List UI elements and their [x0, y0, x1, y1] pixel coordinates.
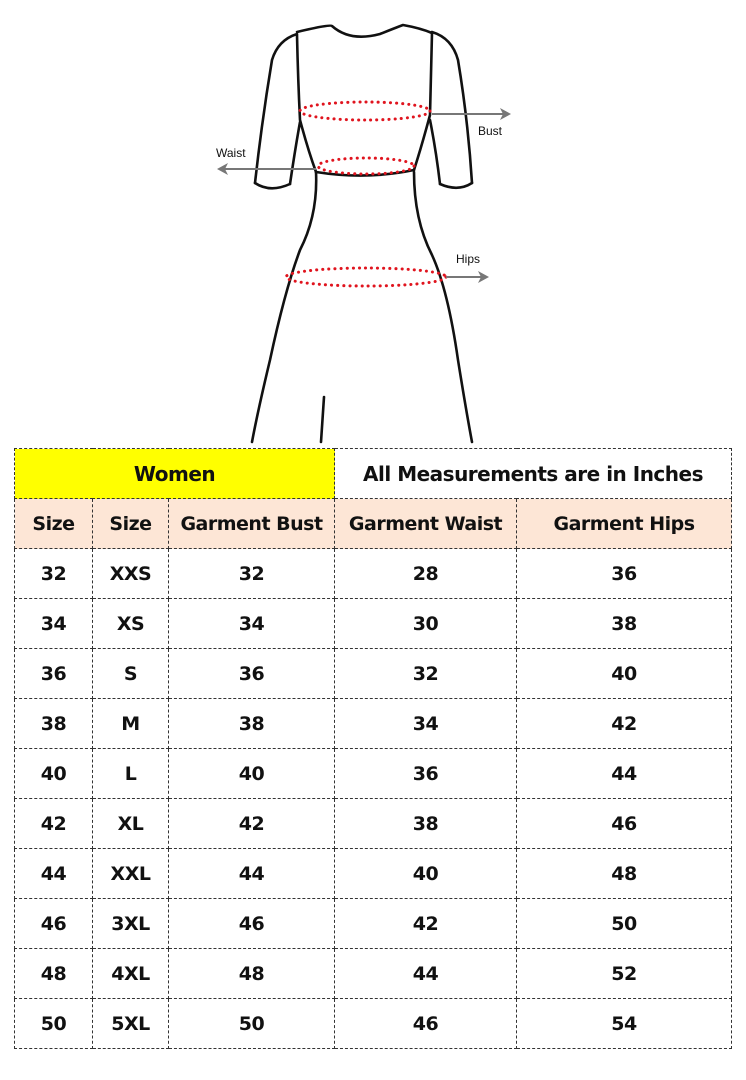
table-cell: 32 [334, 648, 518, 699]
table-cell: 40 [334, 848, 518, 899]
title-row: Women All Measurements are in Inches [13, 448, 733, 499]
header-row: Size Size Garment Bust Garment Waist Garment… [14, 498, 733, 549]
table-cell: 38 [167, 698, 336, 749]
table-cell: 52 [516, 948, 733, 999]
table-cell: 40 [516, 648, 733, 699]
table-cell: 44 [14, 848, 93, 899]
table-row: 36 S 36 32 40 [14, 648, 733, 699]
table-row: 38 M 38 34 42 [14, 698, 733, 749]
waist-loop [316, 156, 416, 176]
table-cell: 38 [516, 598, 733, 649]
table-row: 46 3XL 46 42 50 [14, 898, 733, 949]
table-cell: 36 [167, 648, 336, 699]
table-cell: 44 [167, 848, 336, 899]
header-garment-bust: Garment Bust [167, 498, 336, 549]
units-note: All Measurements are in Inches [334, 448, 733, 499]
table-cell: 40 [167, 748, 336, 799]
table-cell: 38 [14, 698, 93, 749]
table-title: Women [13, 448, 336, 499]
table-cell: 46 [334, 998, 518, 1049]
table-cell: 36 [14, 648, 93, 699]
table-cell: 42 [14, 798, 93, 849]
table-cell: XXL [92, 848, 169, 899]
table-cell: M [92, 698, 169, 749]
table-row: 48 4XL 48 44 52 [14, 948, 733, 999]
measure-loops [284, 100, 448, 288]
header-size-number: Size [14, 498, 93, 549]
table-cell: 30 [334, 598, 518, 649]
table-cell: 46 [167, 898, 336, 949]
table-cell: XS [92, 598, 169, 649]
table-cell: 28 [334, 548, 518, 599]
table-cell: 36 [516, 548, 733, 599]
size-chart-table: Women All Measurements are in Inches Siz… [13, 448, 733, 1049]
table-cell: 34 [334, 698, 518, 749]
table-cell: 48 [167, 948, 336, 999]
hips-label: Hips [456, 252, 480, 266]
waist-label: Waist [216, 146, 246, 160]
bust-label: Bust [478, 124, 503, 138]
table-cell: 46 [14, 898, 93, 949]
table-cell: 48 [516, 848, 733, 899]
dress-outline [250, 23, 474, 444]
table-row: 32 XXS 32 28 36 [14, 548, 733, 599]
table-cell: 32 [167, 548, 336, 599]
table-cell: 34 [14, 598, 93, 649]
header-garment-hips: Garment Hips [516, 498, 733, 549]
table-cell: 44 [334, 948, 518, 999]
table-cell: 48 [14, 948, 93, 999]
table-cell: S [92, 648, 169, 699]
table-cell: 46 [516, 798, 733, 849]
table-cell: 42 [167, 798, 336, 849]
table-cell: 40 [14, 748, 93, 799]
table-cell: 50 [167, 998, 336, 1049]
table-cell: 34 [167, 598, 336, 649]
hips-loop [284, 266, 448, 288]
table-cell: 3XL [92, 898, 169, 949]
table-cell: 50 [516, 898, 733, 949]
table-row: 44 XXL 44 40 48 [14, 848, 733, 899]
table-cell: 42 [334, 898, 518, 949]
table-row: 40 L 40 36 44 [14, 748, 733, 799]
arrows [217, 108, 511, 283]
table-cell: 5XL [92, 998, 169, 1049]
table-cell: 36 [334, 748, 518, 799]
table-cell: 4XL [92, 948, 169, 999]
table-cell: L [92, 748, 169, 799]
table-cell: 38 [334, 798, 518, 849]
table-cell: 50 [14, 998, 93, 1049]
header-size-letter: Size [92, 498, 169, 549]
table-row: 42 XL 42 38 46 [14, 798, 733, 849]
dress-measurement-diagram: Bust Waist Hips [216, 23, 511, 444]
bust-loop [298, 100, 432, 122]
header-garment-waist: Garment Waist [334, 498, 518, 549]
table-cell: 42 [516, 698, 733, 749]
table-cell: 32 [14, 548, 93, 599]
table-row: 34 XS 34 30 38 [14, 598, 733, 649]
table-row: 50 5XL 50 46 54 [14, 998, 733, 1049]
table-cell: 54 [516, 998, 733, 1049]
table-cell: XL [92, 798, 169, 849]
table-cell: XXS [92, 548, 169, 599]
table-cell: 44 [516, 748, 733, 799]
